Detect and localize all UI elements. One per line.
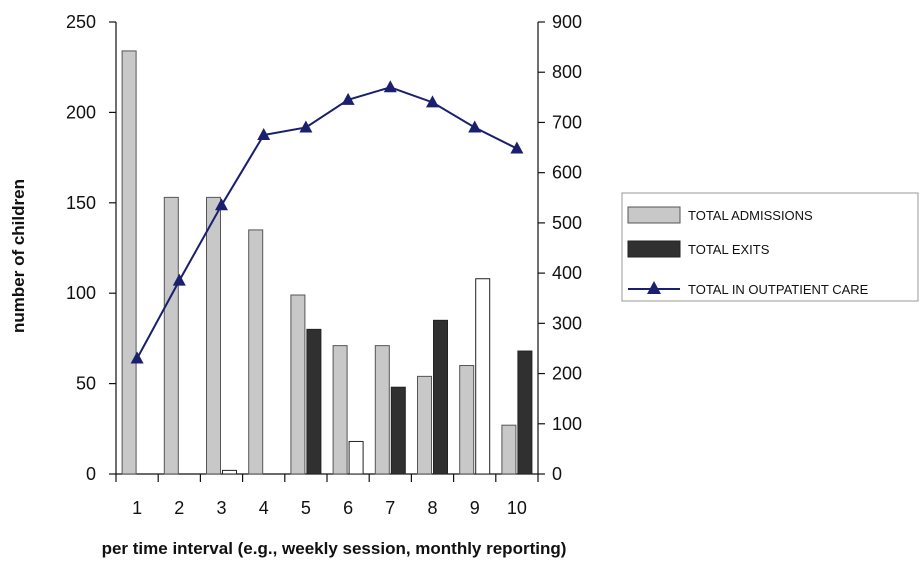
bar-exits — [348, 440, 364, 475]
legend-swatch-exits — [627, 240, 681, 258]
bar-admissions — [374, 345, 390, 475]
left-tick-label: 50 — [76, 374, 96, 394]
bar-admissions — [121, 50, 137, 475]
bar-admissions — [163, 196, 179, 475]
bar-admissions — [248, 229, 264, 475]
bar-exits — [390, 386, 406, 475]
bar-exits — [475, 278, 491, 475]
x-tick-label: 8 — [427, 498, 437, 518]
x-tick-label: 4 — [259, 498, 269, 518]
left-tick-label: 250 — [66, 12, 96, 32]
x-tick-label: 10 — [507, 498, 527, 518]
bar-exits — [433, 319, 448, 475]
x-tick-label: 1 — [132, 498, 142, 518]
outpatient-point — [257, 128, 271, 140]
legend-label-outpatient: TOTAL IN OUTPATIENT CARE — [688, 282, 869, 297]
line-series — [130, 80, 524, 364]
legend-marker-outpatient — [647, 281, 661, 294]
right-tick-label: 600 — [552, 163, 582, 183]
outpatient-point — [215, 198, 228, 211]
outpatient-point — [172, 273, 186, 286]
right-tick-label: 0 — [552, 464, 562, 484]
bar-admissions — [290, 294, 306, 475]
right-tick-label: 900 — [552, 12, 582, 32]
bar-exits — [222, 469, 237, 475]
outpatient-point — [510, 141, 524, 154]
right-tick-label: 300 — [552, 313, 582, 333]
x-tick-label: 3 — [216, 498, 226, 518]
right-tick-label: 700 — [552, 112, 582, 132]
outpatient-point — [130, 351, 144, 364]
bars — [121, 50, 533, 475]
outpatient-point — [468, 120, 482, 133]
right-tick-label: 200 — [552, 364, 582, 384]
x-tick-label: 2 — [174, 498, 184, 518]
outpatient-point — [426, 95, 439, 108]
bar-admissions — [459, 365, 475, 475]
left-tick-label: 150 — [66, 193, 96, 213]
bar-admissions — [501, 424, 517, 475]
x-tick-label: 9 — [470, 498, 480, 518]
bar-admissions — [417, 375, 432, 475]
left-tick-label: 0 — [86, 464, 96, 484]
left-tick-label: 200 — [66, 102, 96, 122]
x-axis-ticks: 1 2 3 4 5 6 7 8 9 10 — [115, 474, 539, 518]
x-tick-label: 6 — [343, 498, 353, 518]
left-tick-label: 100 — [66, 283, 96, 303]
right-tick-label: 100 — [552, 414, 582, 434]
bar-admissions — [332, 345, 348, 475]
y-axis-title: number of children — [9, 179, 28, 333]
right-tick-label: 800 — [552, 62, 582, 82]
legend-swatch-admissions — [627, 206, 681, 224]
axes — [115, 22, 539, 475]
legend-label-admissions: TOTAL ADMISSIONS — [688, 208, 813, 223]
bar-exits — [517, 350, 533, 475]
left-axis-ticks: 0 50 100 150 200 250 — [66, 12, 116, 484]
outpatient-point — [341, 92, 355, 105]
bar-admissions — [206, 196, 221, 475]
outpatient-point — [299, 120, 313, 133]
right-tick-label: 400 — [552, 263, 582, 283]
x-tick-label: 7 — [385, 498, 395, 518]
x-tick-label: 5 — [301, 498, 311, 518]
legend: TOTAL ADMISSIONS TOTAL EXITS TOTAL IN OU… — [621, 192, 919, 302]
right-tick-label: 500 — [552, 213, 582, 233]
outpatient-point — [383, 80, 397, 93]
x-axis-title: per time interval (e.g., weekly session,… — [102, 539, 567, 558]
right-axis-ticks: 0 100 200 300 400 500 600 700 800 900 — [538, 12, 582, 484]
bar-exits — [306, 328, 322, 475]
legend-label-exits: TOTAL EXITS — [688, 242, 770, 257]
outpatient-line — [136, 86, 518, 359]
